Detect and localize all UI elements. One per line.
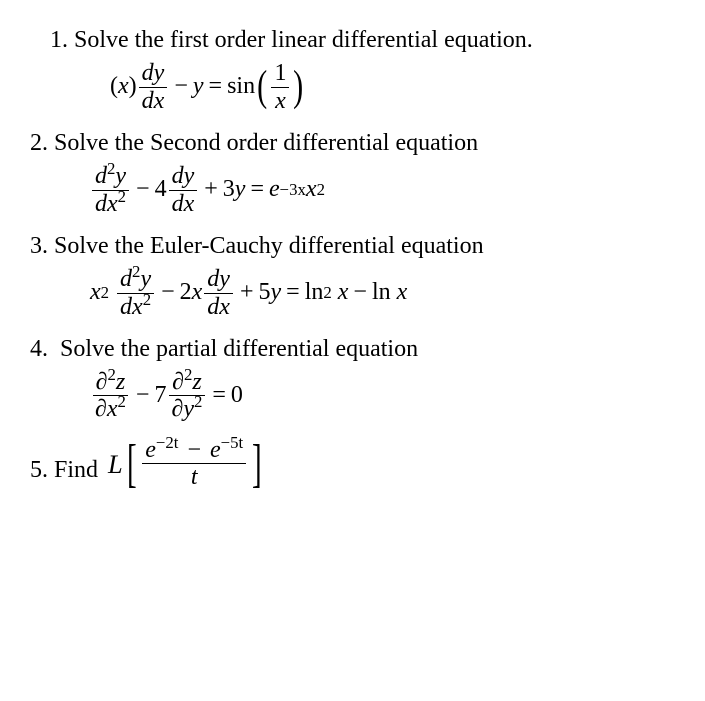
problem-number: 5. <box>30 455 48 486</box>
problem-3: 3. Solve the Euler-Cauchy differential e… <box>30 231 675 320</box>
problem-4-prompt: 4. Solve the partial differential equati… <box>30 334 675 365</box>
problem-1: 1. Solve the first order linear differen… <box>30 25 675 114</box>
problem-number: 4. <box>30 334 48 365</box>
equation-1: (x) dy dx − y = sin ( 1 x ) <box>110 60 675 114</box>
equation-3: x2 d2y dx2 − 2x dy dx + 5y = ln2 x − ln … <box>90 266 675 320</box>
problem-number: 2. <box>30 128 48 159</box>
problem-text: Solve the first order linear differentia… <box>74 27 533 53</box>
problem-text: Find <box>54 457 98 483</box>
problem-text: Solve the Euler-Cauchy differential equa… <box>54 233 484 259</box>
problem-4: 4. Solve the partial differential equati… <box>30 334 675 423</box>
problem-5: 5. Find L [ e−2t − e−5t t ] <box>30 437 675 491</box>
problem-1-prompt: 1. Solve the first order linear differen… <box>50 25 675 56</box>
equation-2: d2y dx2 − 4 dy dx + 3y = e−3xx2 <box>90 163 675 217</box>
equation-4: ∂2z ∂x2 − 7 ∂2z ∂y2 = 0 <box>90 369 675 423</box>
problem-2: 2. Solve the Second order differential e… <box>30 128 675 217</box>
problem-number: 1. <box>50 25 68 56</box>
problem-text: Solve the partial differential equation <box>60 336 418 362</box>
problem-3-prompt: 3. Solve the Euler-Cauchy differential e… <box>30 231 675 262</box>
equation-5: L [ e−2t − e−5t t ] <box>108 437 266 491</box>
problem-2-prompt: 2. Solve the Second order differential e… <box>30 128 675 159</box>
problem-text: Solve the Second order differential equa… <box>54 130 478 156</box>
problem-5-prompt: 5. Find <box>30 455 98 486</box>
problem-number: 3. <box>30 231 48 262</box>
